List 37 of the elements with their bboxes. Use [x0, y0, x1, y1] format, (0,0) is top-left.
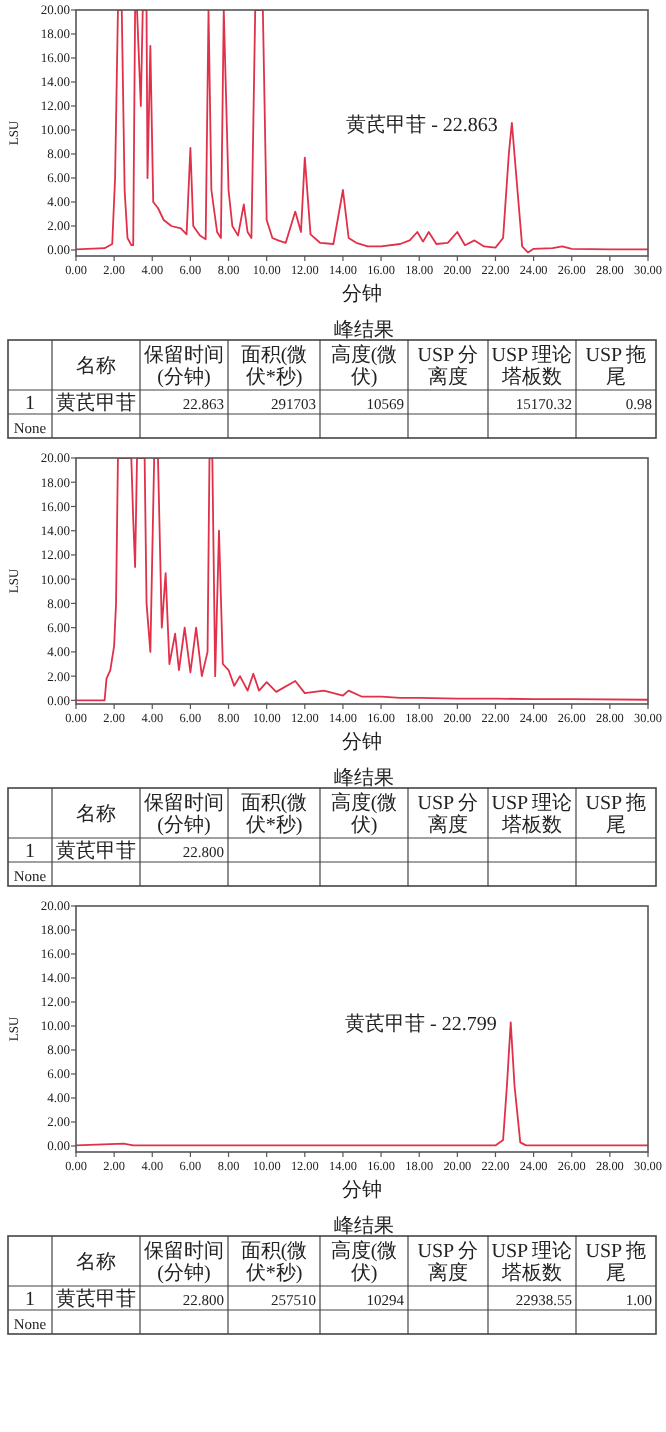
category-label: 高度(微伏) — [330, 343, 398, 389]
category-label: 高度(微伏) — [330, 791, 398, 837]
category-label: USP 拖尾 — [585, 791, 647, 837]
category-label: 名称 — [76, 802, 116, 826]
line-series — [76, 10, 648, 254]
text: 1 — [25, 393, 35, 415]
category-label: 高度(微伏) — [330, 1239, 398, 1285]
category-label: 保留时间(分钟) — [144, 343, 224, 389]
annotation: 黄芪甲苷 - 22.799 — [345, 1012, 497, 1037]
text: 1 — [25, 1289, 35, 1311]
text: 1 — [25, 841, 35, 863]
text: 峰结果 — [334, 766, 394, 790]
category-label: USP 分离度 — [417, 343, 479, 389]
text: 黄芪甲苷 — [56, 841, 136, 863]
text: 黄芪甲苷 — [56, 1289, 136, 1311]
category-label: USP 理论塔板数 — [491, 343, 573, 389]
x-axis-title: 分钟 — [342, 282, 382, 306]
category-label: 保留时间(分钟) — [144, 791, 224, 837]
x-axis-title: 分钟 — [342, 1178, 382, 1202]
category-label: USP 分离度 — [417, 1239, 479, 1285]
text: 峰结果 — [334, 318, 394, 342]
x-axis-title: 分钟 — [342, 730, 382, 754]
annotation: 黄芪甲苷 - 22.863 — [346, 112, 498, 137]
category-label: 面积(微伏*秒) — [240, 1241, 308, 1285]
category-label: 面积(微伏*秒) — [240, 793, 308, 837]
category-label: 名称 — [76, 1250, 116, 1274]
category-label: 面积(微伏*秒) — [240, 345, 308, 389]
category-label: USP 理论塔板数 — [491, 791, 573, 837]
category-label: USP 拖尾 — [585, 343, 647, 389]
category-label: USP 分离度 — [417, 791, 479, 837]
text: 黄芪甲苷 — [56, 393, 136, 415]
text: 峰结果 — [334, 1214, 394, 1238]
category-label: 保留时间(分钟) — [144, 1239, 224, 1285]
line-series — [76, 458, 648, 702]
category-label: USP 理论塔板数 — [491, 1239, 573, 1285]
category-label: 名称 — [76, 354, 116, 378]
category-label: USP 拖尾 — [585, 1239, 647, 1285]
